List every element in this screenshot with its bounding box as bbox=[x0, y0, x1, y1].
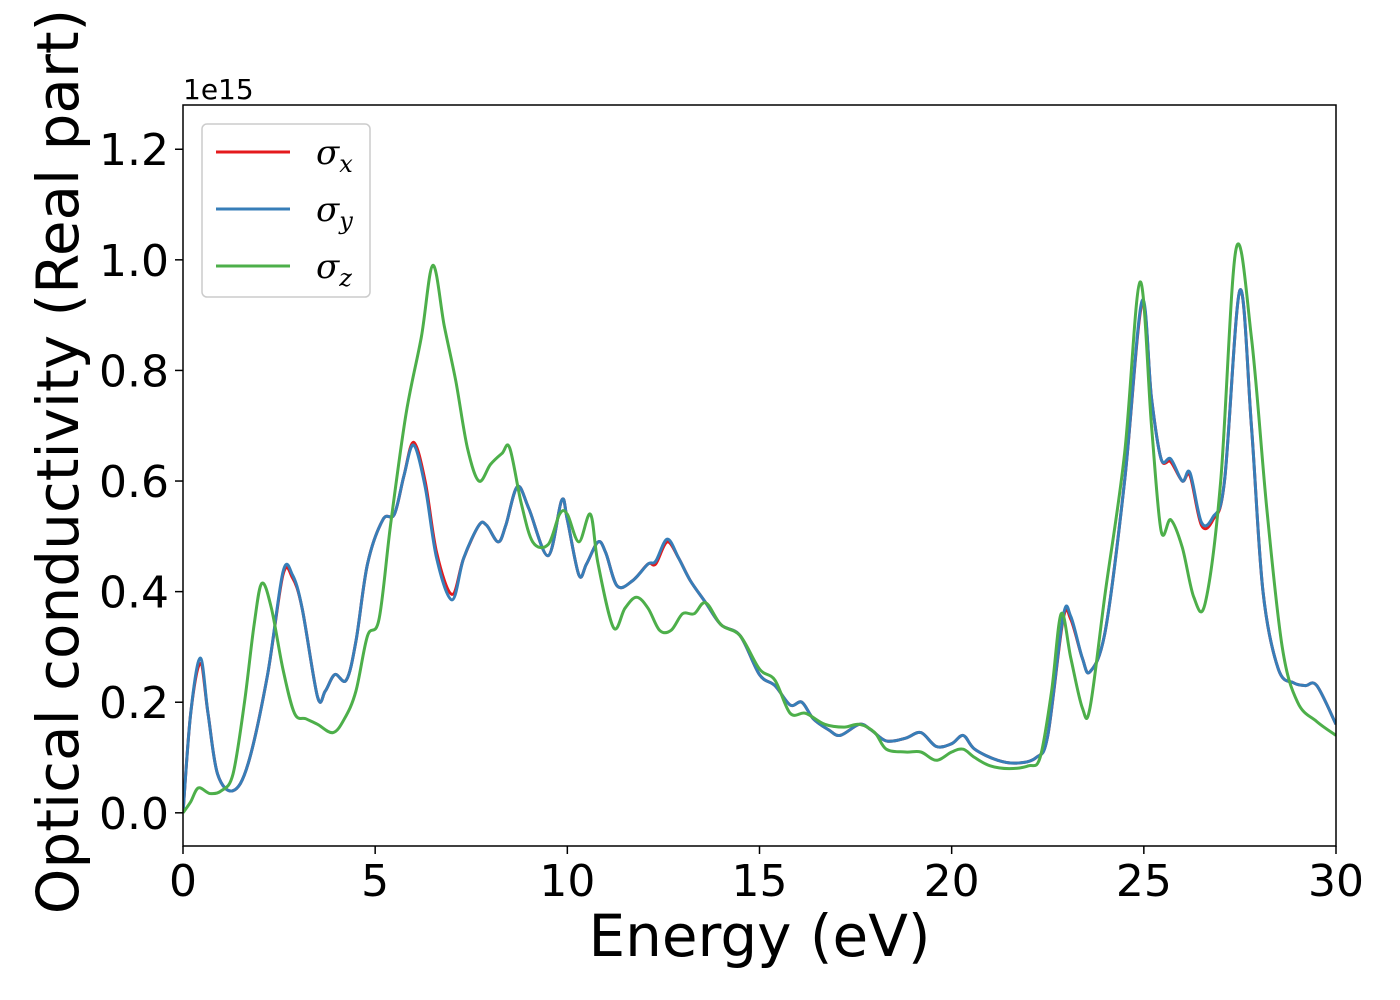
y-axis-title: Optical conductivity (Real part) bbox=[24, 9, 92, 914]
y-tick-label: 1.0 bbox=[99, 236, 169, 287]
y-tick-label: 0.2 bbox=[99, 678, 169, 729]
series-line-x bbox=[183, 288, 1336, 813]
x-tick-label: 15 bbox=[732, 856, 788, 907]
x-tick-label: 25 bbox=[1116, 856, 1172, 907]
y-axis-ticks: 0.0 0.2 0.4 0.6 0.8 1.0 1.2 bbox=[99, 125, 183, 840]
y-tick-label: 0.0 bbox=[99, 789, 169, 840]
x-tick-label: 10 bbox=[539, 856, 595, 907]
x-tick-label: 20 bbox=[924, 856, 980, 907]
series-layer bbox=[183, 242, 1336, 814]
legend-label-x: σx bbox=[316, 133, 353, 178]
y-tick-label: 1.2 bbox=[99, 125, 169, 176]
legend-label-y: σy bbox=[316, 190, 353, 235]
y-tick-label: 0.6 bbox=[99, 457, 169, 508]
series-line-y bbox=[183, 288, 1336, 813]
x-tick-label: 0 bbox=[169, 856, 197, 907]
x-tick-label: 5 bbox=[361, 856, 389, 907]
y-axis-offset-label: 1e15 bbox=[183, 73, 254, 106]
legend-label-z: σz bbox=[316, 247, 352, 292]
y-tick-label: 0.4 bbox=[99, 568, 169, 619]
legend: σx σy σz bbox=[201, 123, 371, 298]
series-line-z bbox=[183, 242, 1336, 814]
x-axis-ticks: 0 5 10 15 20 25 30 bbox=[169, 846, 1364, 907]
y-tick-label: 0.8 bbox=[99, 346, 169, 397]
x-axis-title: Energy (eV) bbox=[588, 902, 930, 970]
x-tick-label: 30 bbox=[1308, 856, 1364, 907]
